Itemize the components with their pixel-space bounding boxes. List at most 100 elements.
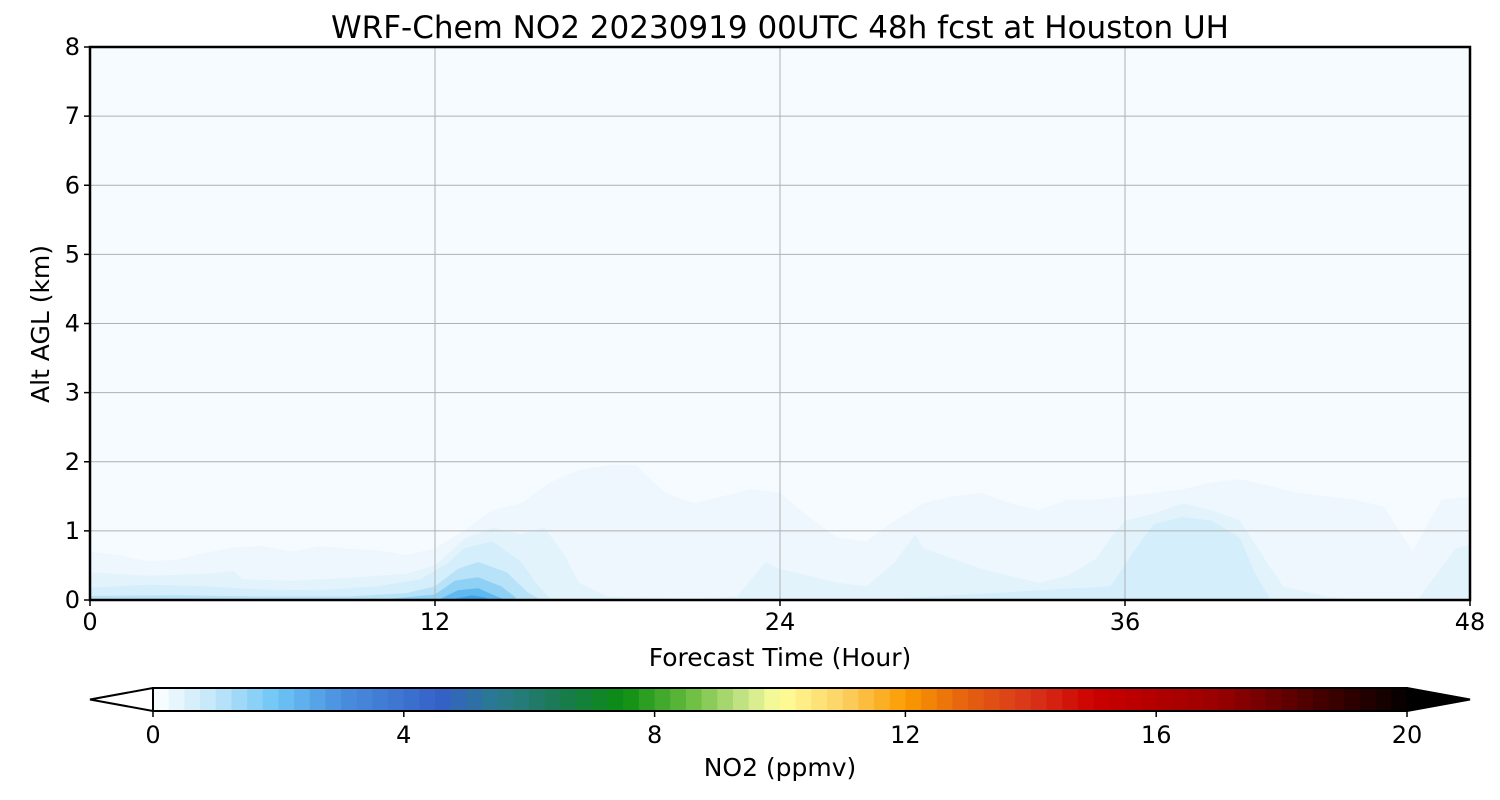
colorbar-frame <box>152 687 1408 712</box>
y-tick-label: 3 <box>65 379 80 407</box>
colorbar-bin <box>262 688 279 711</box>
colorbar-bin <box>874 688 891 711</box>
colorbar-bin <box>607 688 624 711</box>
colorbar-under-outline <box>89 687 154 712</box>
colorbar-bin <box>858 688 875 711</box>
colorbar-bin <box>1312 688 1330 711</box>
colorbar-bin <box>1187 688 1204 711</box>
colorbar-bin <box>529 688 546 711</box>
colorbar-bin <box>780 688 797 711</box>
colorbar-tick-label: 4 <box>396 721 411 749</box>
colorbar-bin <box>1077 688 1095 711</box>
colorbar-bin <box>1203 688 1220 711</box>
colorbar-bin <box>842 688 859 711</box>
colorbar-bin <box>450 688 468 711</box>
colorbar-tick-label: 12 <box>890 721 921 749</box>
colorbar-over-triangle <box>1407 688 1470 711</box>
colorbar-bin <box>482 688 499 711</box>
colorbar-bin <box>200 688 217 711</box>
y-axis-ticks: 0 1 2 3 4 5 6 7 8 <box>65 33 90 614</box>
colorbar-bin <box>670 688 687 711</box>
x-axis-ticks: 0 12 24 36 48 <box>82 600 1485 636</box>
colorbar-bin <box>294 688 311 711</box>
colorbar-bin <box>372 688 389 711</box>
colorbar-bin <box>403 688 421 711</box>
colorbar-bin <box>1062 688 1079 711</box>
colorbar-bin <box>1344 688 1361 711</box>
colorbar-label: NO2 (ppmv) <box>704 753 857 782</box>
colorbar-bin <box>983 688 1001 711</box>
colorbar-bin <box>1250 688 1267 711</box>
colorbar-bin <box>1265 688 1283 711</box>
colorbar-bin <box>497 688 515 711</box>
colorbar-bin <box>1140 688 1157 711</box>
colorbar-bin <box>1359 688 1377 711</box>
colorbar-bin <box>748 688 765 711</box>
colorbar-bin <box>278 688 295 711</box>
y-tick-label: 6 <box>65 171 80 199</box>
colorbar-bin <box>435 688 452 711</box>
colorbar-bin <box>827 688 844 711</box>
contour-band-3 <box>90 562 539 600</box>
colorbar-bin <box>764 688 781 711</box>
colorbar-bin <box>1218 688 1236 711</box>
colorbar-bin <box>811 688 828 711</box>
colorbar-bin <box>544 688 562 711</box>
colorbar-bin <box>1109 688 1126 711</box>
colorbar-bin <box>1046 688 1063 711</box>
colorbar-bin <box>341 688 358 711</box>
colorbar-bin <box>466 688 483 711</box>
colorbar-bin <box>717 688 734 711</box>
colorbar-bin <box>247 688 264 711</box>
colorbar-bin <box>921 688 938 711</box>
colorbar-bin <box>905 688 922 711</box>
colorbar-bin <box>231 688 248 711</box>
colorbar-bin <box>1328 688 1345 711</box>
y-tick-label: 1 <box>65 517 80 545</box>
colorbar-bin <box>1281 688 1298 711</box>
y-axis-title: Alt AGL (km) <box>26 245 55 403</box>
colorbar-bin <box>732 688 750 711</box>
x-tick-label: 12 <box>420 608 451 636</box>
colorbar-bin <box>1375 688 1392 711</box>
x-tick-label: 36 <box>1110 608 1141 636</box>
colorbar-bin <box>1093 688 1110 711</box>
colorbar-bin <box>1124 688 1142 711</box>
y-tick-label: 4 <box>65 310 80 338</box>
colorbar-bin <box>325 688 342 711</box>
colorbar-bin <box>654 688 671 711</box>
colorbar-bin <box>513 688 530 711</box>
colorbar-bin <box>795 688 812 711</box>
colorbar-over-outline <box>1406 687 1471 712</box>
colorbar-tick-label: 8 <box>647 721 662 749</box>
colorbar-bin <box>685 688 703 711</box>
y-tick-label: 5 <box>65 240 80 268</box>
colorbar-bin <box>356 688 374 711</box>
colorbar-bin <box>1234 688 1251 711</box>
colorbar-bin <box>1015 688 1032 711</box>
colorbar-under-triangle <box>90 688 153 711</box>
colorbar-ticks: 0 4 8 12 16 20 <box>145 711 1422 749</box>
gridlines <box>90 47 1470 600</box>
x-tick-label: 0 <box>82 608 97 636</box>
colorbar-bin <box>701 688 718 711</box>
colorbar-bin <box>638 688 656 711</box>
colorbar-bin <box>388 688 405 711</box>
colorbar-bin <box>936 688 954 711</box>
x-axis-title: Forecast Time (Hour) <box>649 643 912 672</box>
colorbar-bin <box>419 688 436 711</box>
colorbar-bin <box>168 688 185 711</box>
colorbar-bin <box>999 688 1016 711</box>
colorbar-bins <box>153 688 1408 711</box>
colorbar-bin <box>309 688 327 711</box>
colorbar-bin <box>1297 688 1314 711</box>
y-tick-label: 2 <box>65 448 80 476</box>
y-tick-label: 8 <box>65 33 80 61</box>
colorbar-bin <box>952 688 969 711</box>
colorbar-tick-label: 16 <box>1141 721 1172 749</box>
colorbar-bin <box>1391 688 1408 711</box>
colorbar-bin <box>184 688 201 711</box>
colorbar-bin <box>560 688 577 711</box>
colorbar-bin <box>1030 688 1048 711</box>
chart-title: WRF-Chem NO2 20230919 00UTC 48h fcst at … <box>331 10 1229 46</box>
